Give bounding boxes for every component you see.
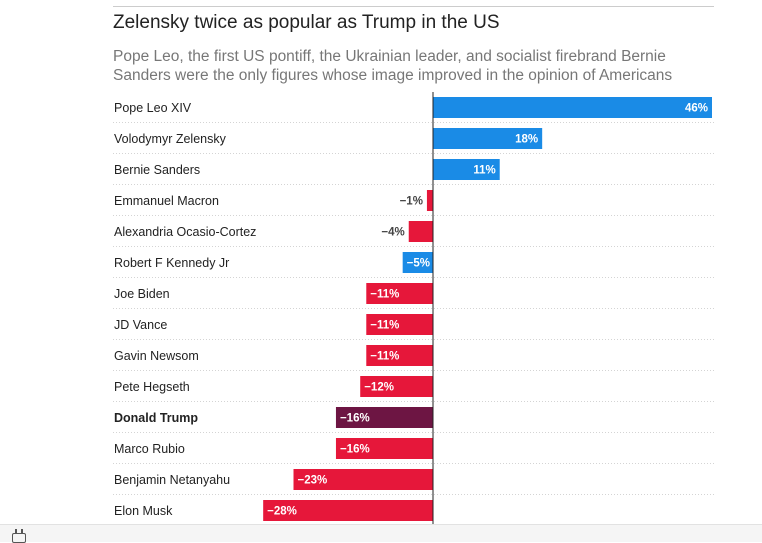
value-label: −11% — [370, 289, 399, 301]
value-label: −23% — [298, 475, 328, 487]
bar — [408, 221, 433, 242]
footer-bar — [0, 524, 762, 543]
value-label: −16% — [340, 413, 370, 425]
value-label: −28% — [267, 506, 297, 518]
bar — [402, 252, 433, 273]
category-label: JD Vance — [114, 318, 167, 332]
bar — [433, 159, 500, 180]
bar — [433, 128, 543, 149]
bar — [433, 97, 712, 118]
bar — [426, 190, 433, 211]
bar — [366, 345, 433, 366]
value-label: −11% — [370, 320, 399, 332]
category-label: Donald Trump — [114, 411, 198, 425]
bar — [263, 500, 433, 521]
category-label: Volodymyr Zelensky — [114, 132, 227, 146]
category-label: Bernie Sanders — [114, 163, 200, 177]
bar — [366, 314, 433, 335]
category-label: Benjamin Netanyahu — [114, 473, 230, 487]
bar — [360, 376, 433, 397]
bar — [335, 407, 433, 428]
bar — [293, 469, 433, 490]
value-label: 46% — [685, 103, 708, 115]
value-label: −4% — [381, 227, 404, 239]
bar — [366, 283, 433, 304]
bar-chart: Pope Leo XIV 46% Volodymyr Zelensky 18% Bern… — [113, 92, 714, 524]
chart-title: Zelensky twice as popular as Trump in th… — [113, 12, 500, 33]
top-rule — [113, 6, 714, 7]
value-label: 18% — [515, 134, 538, 146]
value-label: −1% — [400, 196, 423, 208]
chart-subtitle: Pope Leo, the first US pontiff, the Ukra… — [113, 48, 673, 84]
category-label: Marco Rubio — [114, 442, 185, 456]
category-label: Emmanuel Macron — [114, 194, 219, 208]
category-label: Robert F Kennedy Jr — [114, 256, 229, 270]
category-label: Pope Leo XIV — [114, 101, 192, 115]
value-label: 11% — [473, 165, 495, 177]
value-label: −12% — [364, 382, 394, 394]
value-label: −5% — [407, 258, 430, 270]
category-label: Joe Biden — [114, 287, 170, 301]
category-label: Gavin Newsom — [114, 349, 199, 363]
calendar-icon[interactable] — [12, 529, 26, 543]
category-label: Elon Musk — [114, 504, 173, 518]
category-label: Alexandria Ocasio-Cortez — [114, 225, 256, 239]
value-label: −16% — [340, 444, 370, 456]
category-label: Pete Hegseth — [114, 380, 190, 394]
value-label: −11% — [370, 351, 399, 363]
bar — [335, 438, 433, 459]
